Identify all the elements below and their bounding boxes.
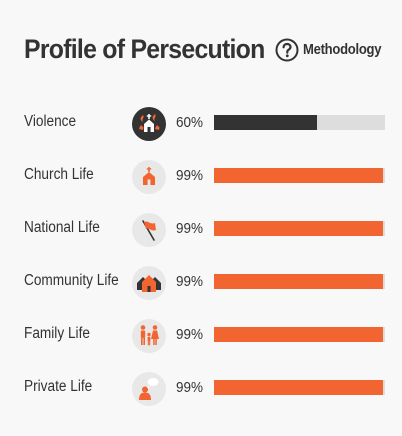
progress-track [214, 380, 385, 395]
row-percent: 99% [176, 273, 204, 290]
flag-icon [132, 213, 166, 247]
question-circle-icon[interactable] [274, 37, 300, 63]
methodology-link[interactable]: Methodology [274, 37, 390, 63]
row-violence: Violence 60% [0, 100, 402, 153]
row-private-life: Private Life 99% [0, 365, 402, 418]
row-church-life: Church Life 99% [0, 153, 402, 206]
progress-fill [214, 168, 384, 183]
violence-church-fire-icon [132, 107, 166, 141]
progress-track [214, 168, 385, 183]
progress-fill [214, 221, 384, 236]
page-title: Profile of Persecution [24, 34, 265, 64]
persecution-list: Violence 60% Church Life [0, 100, 402, 418]
row-percent: 99% [176, 220, 204, 237]
row-label: Violence [24, 113, 77, 130]
houses-icon [132, 266, 166, 300]
family-icon [132, 319, 166, 353]
row-percent: 99% [176, 326, 204, 343]
progress-fill [214, 274, 384, 289]
row-percent: 99% [176, 167, 204, 184]
methodology-label[interactable]: Methodology [303, 41, 382, 58]
row-percent: 99% [176, 379, 204, 396]
row-label: Family Life [24, 325, 90, 342]
row-percent: 60% [176, 114, 204, 131]
progress-track [214, 221, 385, 236]
row-label: Private Life [24, 378, 93, 395]
row-label: Church Life [24, 166, 94, 183]
row-community-life: Community Life 99% [0, 259, 402, 312]
church-icon [132, 160, 166, 194]
row-label: National Life [24, 219, 100, 236]
row-national-life: National Life 99% [0, 206, 402, 259]
row-label: Community Life [24, 272, 119, 289]
progress-track [214, 327, 385, 342]
progress-fill [214, 380, 384, 395]
progress-fill [214, 327, 384, 342]
person-thought-icon [132, 372, 166, 406]
progress-track [214, 115, 385, 130]
header: Profile of Persecution Methodology [24, 34, 390, 65]
progress-fill [214, 115, 317, 130]
progress-track [214, 274, 385, 289]
row-family-life: Family Life 99% [0, 312, 402, 365]
